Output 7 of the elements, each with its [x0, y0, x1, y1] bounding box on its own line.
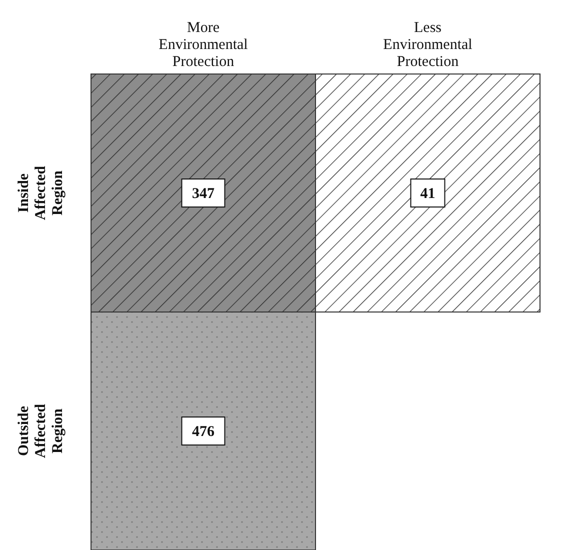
y-tick-label: Inside Affected Region: [16, 165, 66, 220]
x-tick-label: Less Environmental Protection: [383, 20, 472, 70]
x-tick-label: More Environmental Protection: [158, 20, 248, 70]
data-label: 476: [192, 424, 215, 440]
data-label: 41: [420, 186, 436, 202]
data-label: 347: [192, 186, 215, 202]
y-tick-label: Outside Affected Region: [16, 403, 66, 458]
